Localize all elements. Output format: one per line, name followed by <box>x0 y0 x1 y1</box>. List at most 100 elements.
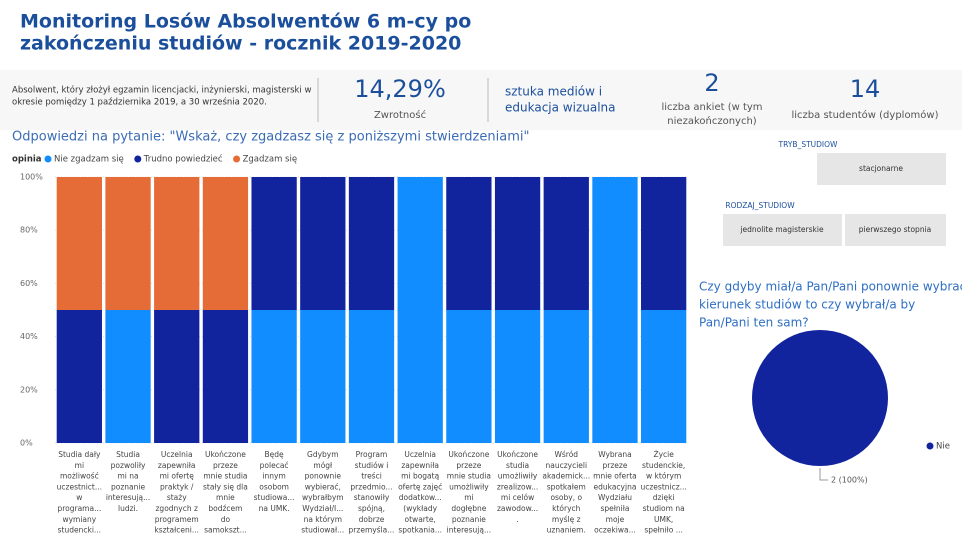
x-tick-label: Życie <box>653 450 674 459</box>
x-tick-label: studia <box>506 461 529 470</box>
title: zakończeniu studiów - rocznik 2019-2020 <box>20 33 461 55</box>
bar-segment <box>348 177 395 310</box>
bar-segment <box>300 177 346 310</box>
slicer-option[interactable] <box>817 153 946 185</box>
x-tick-label: Będę <box>265 450 285 459</box>
x-tick-label: studenckie, <box>642 461 685 470</box>
slicer-option-label: jednolite magisterskie <box>739 225 824 234</box>
x-tick-label: innym <box>262 472 285 481</box>
bar-segment <box>202 177 249 310</box>
x-tick-label: Ukończone <box>448 450 489 459</box>
x-tick-label: interesują... <box>447 526 491 535</box>
y-tick-label: 0% <box>20 439 33 448</box>
bar-segment <box>300 310 346 443</box>
bar-segment <box>105 310 151 443</box>
x-tick-label: Studia <box>116 450 140 459</box>
legend-label: Nie <box>936 442 950 452</box>
x-tick-label: studiował... <box>301 526 344 535</box>
x-tick-label: ofertę zajęć <box>398 482 442 491</box>
x-tick-label: Studia dały <box>58 450 101 459</box>
legend-marker <box>44 155 52 163</box>
x-tick-label: zgodnych z <box>156 504 198 513</box>
x-tick-label: kształceni... <box>154 526 199 535</box>
chart-title: Odpowiedzi na pytanie: "Wskaż, czy zgadz… <box>12 130 529 145</box>
x-tick-label: programa... <box>57 504 101 513</box>
x-tick-label: spełniła <box>600 504 629 513</box>
x-tick-label: możliwość <box>60 472 99 481</box>
x-tick-label: Program <box>356 450 388 459</box>
x-tick-label: programem <box>155 515 199 524</box>
x-tick-label: otwarte, <box>405 515 436 524</box>
x-tick-label: poznanie <box>111 482 145 491</box>
x-tick-label: wybierać, <box>305 482 341 491</box>
x-tick-label: dodatkow... <box>399 493 442 502</box>
kpi-label: liczba studentów (dyplomów) <box>791 109 938 121</box>
x-tick-label: samokszt... <box>204 526 247 535</box>
data-label: 2 (100%) <box>831 476 868 485</box>
bar-segment <box>446 177 492 310</box>
x-tick-label: umożliwiły <box>449 482 489 491</box>
x-tick-label: studiów i <box>355 461 389 470</box>
x-tick-label: uczestnicz... <box>640 482 686 491</box>
x-tick-label: UMK, <box>654 515 673 524</box>
slicer-option[interactable] <box>845 214 946 246</box>
legend-label: Zgadzam się <box>243 155 298 165</box>
y-tick-label: 80% <box>20 226 38 235</box>
x-tick-label: spotkałem <box>547 482 586 491</box>
x-tick-label: Wydziału <box>598 493 632 502</box>
x-tick-label: w którym <box>646 472 681 481</box>
bar-segment <box>251 310 297 443</box>
x-tick-label: spotkania... <box>398 526 442 535</box>
bar-segment <box>56 310 102 443</box>
x-tick-label: mnie studia <box>447 472 491 481</box>
x-tick-label: mi na <box>117 472 138 481</box>
legend-marker <box>134 155 142 163</box>
slicer-option[interactable] <box>723 214 842 246</box>
kpi-value: 14 <box>850 75 881 103</box>
legend-label: Trudno powiedzieć <box>143 154 223 165</box>
bar-segment <box>348 310 395 443</box>
x-tick-label: na którym <box>304 515 342 524</box>
x-tick-label: zawodow... <box>497 504 538 513</box>
slicer-title: RODZAJ_STUDIOW <box>725 201 795 210</box>
x-tick-label: mi celów <box>501 493 534 502</box>
slicer-title: TRYB_STUDIOW <box>778 140 839 149</box>
kpi-label: Zwrotność <box>374 109 426 121</box>
x-tick-label: (wykłady <box>403 504 437 513</box>
bar-segment <box>543 310 589 443</box>
x-tick-label: w <box>76 493 82 502</box>
bar-segment <box>592 177 638 443</box>
pie-title: Pan/Pani ten sam? <box>699 316 809 330</box>
x-tick-label: Wybrana <box>598 450 632 459</box>
bar-segment <box>641 177 687 310</box>
x-tick-label: mnie studia <box>203 472 247 481</box>
description: Absolwent, który złożył egzamin licencja… <box>12 85 311 96</box>
legend-title: opinia <box>12 155 42 165</box>
x-tick-label: przeze <box>456 461 481 470</box>
x-tick-label: mnie <box>216 493 235 502</box>
pie-title: Czy gdyby miał/a Pan/Pani ponownie wybra… <box>699 280 962 294</box>
bar-segment <box>154 310 200 443</box>
x-tick-label: mi ofertę <box>160 472 195 481</box>
x-tick-label: Wśród <box>554 450 578 459</box>
x-tick-label: przeze <box>602 461 627 470</box>
x-tick-label: praktyk / <box>160 482 194 491</box>
x-tick-label: myślę z <box>552 515 581 524</box>
x-tick-label: zapewniła <box>401 461 439 470</box>
x-tick-label: staży <box>167 493 187 502</box>
x-tick-label: studiom na <box>643 504 685 513</box>
kpi-label: niezakończonych) <box>667 115 756 127</box>
bar-segment <box>494 310 541 443</box>
legend-label: Nie zgadzam się <box>54 155 124 165</box>
x-tick-label: Uczelnia <box>404 450 436 459</box>
x-tick-label: Uczelnia <box>161 450 193 459</box>
x-tick-label: mi bogatą <box>401 472 439 481</box>
x-tick-label: Wydział/I... <box>302 504 343 513</box>
x-tick-label: uczestnict... <box>57 482 102 491</box>
bar-segment <box>154 177 200 310</box>
x-tick-label: dzięki <box>653 493 675 502</box>
x-tick-label: Ukończone <box>205 450 246 459</box>
x-tick-label: przedmio... <box>350 482 392 491</box>
bar-segment <box>641 310 687 443</box>
bar-segment <box>494 177 541 310</box>
